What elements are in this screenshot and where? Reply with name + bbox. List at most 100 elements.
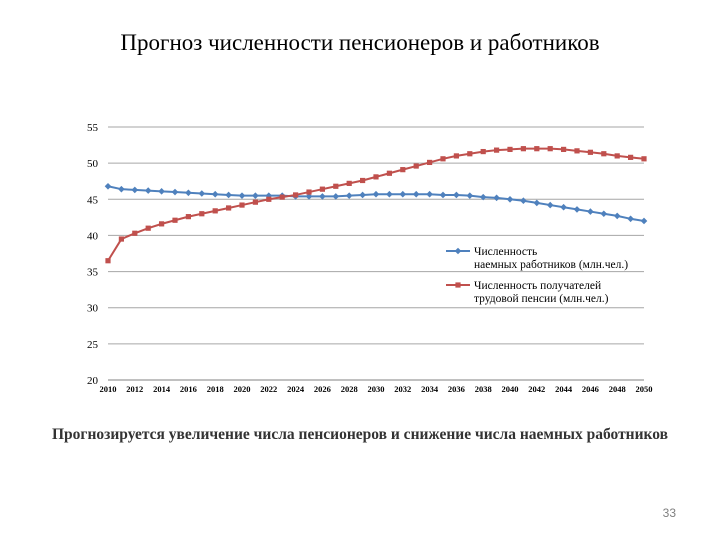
data-point-series-1 xyxy=(573,206,581,213)
x-tick-label: 2034 xyxy=(421,384,439,394)
data-point-series-1 xyxy=(439,191,447,199)
data-point-series-2 xyxy=(132,230,138,236)
data-point-series-1 xyxy=(144,187,152,194)
data-point-series-1 xyxy=(453,191,460,199)
y-tick-label: 20 xyxy=(87,375,99,387)
data-point-series-1 xyxy=(627,215,634,223)
data-point-series-1 xyxy=(238,192,246,199)
y-tick-label: 40 xyxy=(87,230,99,242)
data-point-series-2 xyxy=(587,149,593,155)
data-point-series-2 xyxy=(159,221,165,227)
x-tick-label: 2020 xyxy=(234,384,251,394)
y-tick-label: 35 xyxy=(87,267,99,279)
x-tick-label: 2026 xyxy=(314,384,331,394)
data-point-series-2 xyxy=(239,202,245,208)
data-point-series-1 xyxy=(466,192,474,199)
x-tick-label: 2032 xyxy=(394,384,411,394)
x-tick-label: 2012 xyxy=(126,384,143,394)
data-point-series-1 xyxy=(305,193,313,200)
data-point-series-2 xyxy=(319,186,325,192)
x-tick-label: 2050 xyxy=(636,384,653,394)
data-point-series-2 xyxy=(427,159,433,166)
x-tick-label: 2010 xyxy=(100,384,117,394)
data-point-series-2 xyxy=(453,153,459,159)
legend-label-1: Численность наемных работников (млн.чел.) xyxy=(474,246,628,271)
data-point-series-1 xyxy=(386,190,393,198)
data-point-series-1 xyxy=(171,188,179,196)
data-point-series-2 xyxy=(641,156,647,162)
y-tick-label: 55 xyxy=(87,122,99,134)
slide-caption: Прогнозируется увеличение числа пенсионе… xyxy=(51,426,669,443)
data-point-series-2 xyxy=(507,146,513,153)
data-point-series-2 xyxy=(386,170,392,176)
data-point-series-2 xyxy=(105,258,111,264)
data-point-series-1 xyxy=(131,186,139,194)
data-point-series-2 xyxy=(306,189,312,195)
data-point-series-1 xyxy=(185,189,192,197)
data-point-series-2 xyxy=(534,146,540,152)
data-point-series-1 xyxy=(399,190,407,198)
data-point-series-2 xyxy=(628,154,634,160)
line-chart: 20 25 30 35 40 45 50 55 2010 2012 2014 2016 2018 2020… xyxy=(60,118,660,400)
data-point-series-1 xyxy=(493,194,500,202)
chart-svg: 20 25 30 35 40 45 50 55 2010 2012 2014 2016 2018 2020… xyxy=(87,122,653,394)
data-point-series-1 xyxy=(198,190,206,197)
data-point-series-1 xyxy=(613,212,621,220)
y-tick-label: 25 xyxy=(87,339,99,351)
data-point-series-1 xyxy=(225,191,232,199)
x-tick-label: 2042 xyxy=(528,384,545,394)
data-point-series-2 xyxy=(266,196,272,202)
data-point-series-2 xyxy=(252,199,258,205)
x-tick-label: 2018 xyxy=(207,384,224,394)
page-number: 33 xyxy=(662,506,676,520)
data-point-series-1 xyxy=(412,190,420,198)
y-tick-label: 50 xyxy=(87,158,99,170)
data-point-series-2 xyxy=(226,205,232,211)
data-point-series-2 xyxy=(440,156,446,162)
data-point-series-1 xyxy=(345,192,353,199)
data-point-series-1 xyxy=(506,195,514,203)
data-point-series-1 xyxy=(265,192,273,199)
data-point-series-1 xyxy=(520,197,527,205)
data-point-series-2 xyxy=(400,167,406,173)
x-tick-label: 2046 xyxy=(582,384,599,394)
y-tick-label: 30 xyxy=(87,303,99,315)
data-point-series-1 xyxy=(252,192,259,199)
x-tick-label: 2040 xyxy=(502,384,519,394)
data-point-series-1 xyxy=(640,217,648,225)
data-point-series-1 xyxy=(533,199,541,207)
data-point-series-2 xyxy=(145,225,151,231)
data-point-series-2 xyxy=(118,236,124,242)
x-tick-label: 2028 xyxy=(341,384,358,394)
data-point-series-2 xyxy=(413,163,419,169)
data-point-series-1 xyxy=(546,201,554,209)
x-tick-label: 2014 xyxy=(153,384,171,394)
data-point-series-2 xyxy=(212,208,218,214)
data-point-series-2 xyxy=(185,214,191,220)
data-point-series-1 xyxy=(211,190,219,198)
data-point-series-1 xyxy=(426,190,433,198)
data-point-series-1 xyxy=(359,191,366,199)
data-point-series-2 xyxy=(601,151,607,157)
data-point-series-2 xyxy=(614,153,620,159)
data-point-series-2 xyxy=(480,148,486,155)
legend-marker-1 xyxy=(454,247,462,255)
x-tick-label: 2022 xyxy=(260,384,277,394)
x-tick-label: 2038 xyxy=(475,384,492,394)
x-tick-label: 2048 xyxy=(609,384,626,394)
legend-marker-2 xyxy=(455,282,461,288)
data-point-series-2 xyxy=(279,194,285,200)
data-point-series-1 xyxy=(600,210,608,218)
x-tick-label: 2024 xyxy=(287,384,305,394)
data-point-series-1 xyxy=(118,185,125,193)
data-point-series-1 xyxy=(319,193,326,200)
y-tick-label: 45 xyxy=(87,194,99,206)
data-point-series-1 xyxy=(560,203,567,211)
data-point-series-2 xyxy=(360,177,366,184)
data-point-series-1 xyxy=(158,188,165,195)
x-tick-label: 2044 xyxy=(555,384,573,394)
x-tick-label: 2016 xyxy=(180,384,197,394)
data-point-series-2 xyxy=(561,146,567,153)
data-point-series-2 xyxy=(333,183,339,189)
data-point-series-2 xyxy=(494,147,500,153)
